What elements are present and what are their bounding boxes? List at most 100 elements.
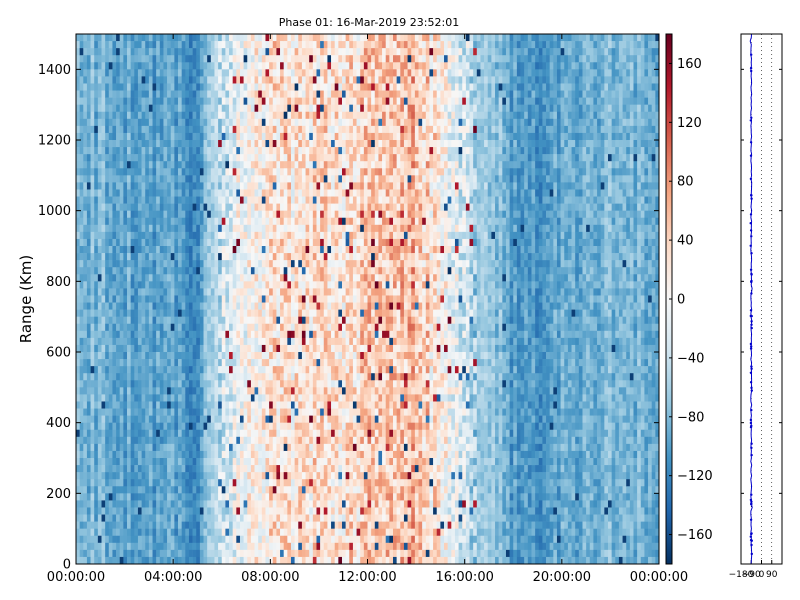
heatmap-cell [294,253,299,261]
heatmap-cell [301,104,306,113]
heatmap-cell [207,274,212,282]
heatmap-cell [192,118,197,127]
heatmap-cell [112,48,117,56]
heatmap-cell [141,154,146,162]
heatmap-cell [112,55,117,63]
heatmap-cell [76,125,80,134]
heatmap-cell [159,224,164,233]
heatmap-cell [243,140,248,148]
heatmap-cell [312,330,317,339]
heatmap-cell [116,366,121,374]
heatmap-cell [265,352,270,360]
heatmap-cell [83,281,88,289]
heatmap-cell [123,394,128,402]
heatmap-cell [148,330,153,339]
heatmap-cell [210,366,215,374]
heatmap-cell [192,48,197,56]
heatmap-cell [170,465,175,473]
heatmap-cell [280,246,284,254]
heatmap-cell [159,281,164,289]
heatmap-cell [123,182,128,190]
heatmap-cell [229,34,233,42]
heatmap-cell [229,443,233,452]
heatmap-cell [192,111,197,120]
heatmap-cell [119,380,124,388]
heatmap-cell [137,274,142,282]
heatmap-cell [119,323,124,332]
heatmap-cell [214,479,219,487]
heatmap-cell [312,380,317,388]
heatmap-cell [116,479,121,487]
heatmap-cell [199,253,204,261]
heatmap-cell [159,542,164,551]
heatmap-cell [250,83,255,91]
heatmap-cell [261,337,266,346]
heatmap-cell [76,76,80,84]
heatmap-cell [127,458,131,466]
heatmap-cell [83,111,88,120]
heatmap-cell [145,111,150,120]
heatmap-cell [105,217,110,226]
heatmap-cell [83,224,88,233]
heatmap-cell [108,210,113,219]
heatmap-cell [280,76,284,84]
heatmap-cell [261,246,266,254]
heatmap-cell [178,507,182,515]
heatmap-cell [199,246,204,254]
heatmap-cell [90,182,95,190]
heatmap-cell [283,182,288,190]
heatmap-cell [174,556,179,565]
heatmap-cell [196,535,201,544]
heatmap-cell [185,175,190,183]
heatmap-cell [247,231,252,240]
heatmap-cell [309,514,314,522]
heatmap-cell [239,196,244,204]
heatmap-cell [225,83,230,91]
heatmap-cell [119,83,124,91]
heatmap-cell [276,76,281,84]
heatmap-cell [163,486,168,494]
heatmap-cell [159,500,164,508]
heatmap-cell [261,366,266,374]
heatmap-cell [261,182,266,190]
heatmap-cell [283,352,288,360]
heatmap-cell [229,302,233,310]
heatmap-cell [163,309,168,317]
heatmap-cell [258,253,263,261]
heatmap-cell [298,366,303,374]
heatmap-cell [170,253,175,261]
heatmap-cell [298,175,303,183]
heatmap-cell [94,34,99,42]
heatmap-cell [159,556,164,565]
heatmap-cell [134,182,139,190]
heatmap-cell [305,253,310,261]
heatmap-cell [167,302,172,310]
heatmap-cell [196,55,201,63]
heatmap-cell [203,302,208,310]
heatmap-cell [181,493,186,501]
heatmap-cell [301,387,306,395]
heatmap-cell [127,125,131,134]
heatmap-cell [170,436,175,445]
heatmap-cell [203,316,208,325]
heatmap-cell [290,316,295,325]
heatmap-cell [83,528,88,537]
heatmap-cell [134,246,139,254]
heatmap-cell [254,295,259,303]
heatmap-cell [258,147,263,155]
heatmap-cell [76,443,80,452]
heatmap-cell [250,125,255,134]
heatmap-cell [101,352,106,360]
heatmap-cell [188,140,193,148]
heatmap-cell [269,472,274,480]
heatmap-cell [218,422,223,431]
heatmap-cell [225,147,230,155]
heatmap-cell [301,344,306,353]
heatmap-cell [218,161,223,169]
heatmap-cell [192,210,197,219]
heatmap-cell [236,154,241,162]
heatmap-cell [181,90,186,98]
heatmap-cell [108,436,113,445]
heatmap-cell [116,316,121,325]
heatmap-cell [301,316,306,325]
